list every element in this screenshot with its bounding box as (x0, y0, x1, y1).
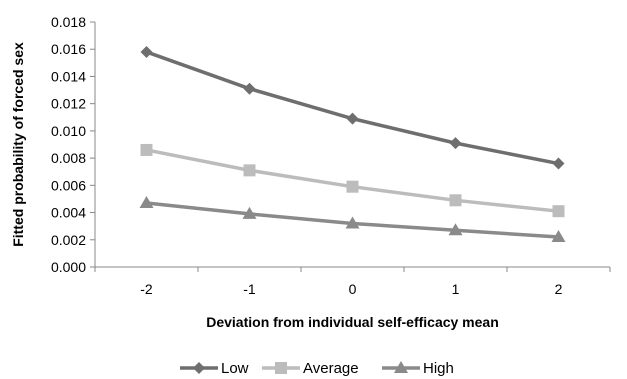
legend-label-low: Low (221, 360, 249, 377)
x-axis-title: Deviation from individual self-efficacy … (206, 314, 499, 330)
data-point-low (552, 157, 565, 170)
data-point-low (449, 137, 462, 150)
series-layer (139, 45, 566, 243)
x-tick-label: 0 (349, 281, 357, 297)
y-tick-label: 0.012 (51, 96, 86, 112)
x-tick-label: -1 (243, 281, 256, 297)
x-tick-label: 2 (555, 281, 563, 297)
data-point-high (242, 206, 257, 219)
data-point-average (346, 180, 359, 193)
data-point-high (448, 223, 463, 236)
series-line-average (146, 148, 559, 213)
x-ticks: -2 -1 0 1 2 (94, 267, 611, 297)
data-point-average (449, 194, 462, 207)
y-tick-label: 0.010 (51, 123, 86, 139)
data-point-low (140, 45, 153, 58)
legend-marker-average (275, 362, 287, 374)
legend-item-average: Average (262, 360, 359, 377)
series-low (140, 45, 565, 170)
data-point-low (243, 82, 256, 95)
legend-marker-low (193, 362, 205, 374)
y-tick-label: 0.016 (51, 41, 86, 57)
legend-label-average: Average (303, 360, 359, 377)
y-tick-label: 0.014 (51, 68, 86, 84)
data-point-low (346, 112, 359, 125)
series-average (140, 143, 565, 218)
y-tick-label: 0.002 (51, 232, 86, 248)
x-tick-label: 1 (452, 281, 460, 297)
y-tick-label: 0.008 (51, 150, 86, 166)
y-tick-label: 0.018 (51, 14, 86, 30)
y-axis-title: Fitted probability of forced sex (10, 42, 26, 247)
legend-item-high: High (382, 360, 454, 377)
legend-label-high: High (423, 360, 454, 377)
legend: Low Average High (180, 360, 454, 377)
y-tick-label: 0.006 (51, 177, 86, 193)
series-high (139, 196, 566, 243)
y-ticks: 0.000 0.002 0.004 0.006 0.008 0.010 0.012 0.014… (51, 14, 95, 275)
data-point-high (139, 196, 154, 209)
legend-marker-high (394, 361, 408, 373)
axes (94, 22, 610, 268)
series-line-low (145, 50, 559, 166)
legend-item-low: Low (180, 360, 249, 377)
data-point-average (552, 205, 565, 218)
data-point-high (345, 216, 360, 229)
x-tick-label: -2 (140, 281, 153, 297)
y-tick-label: 0.000 (51, 259, 86, 275)
y-tick-label: 0.004 (51, 205, 86, 221)
data-point-average (243, 164, 256, 177)
data-point-high (551, 230, 566, 243)
data-point-average (140, 143, 153, 156)
